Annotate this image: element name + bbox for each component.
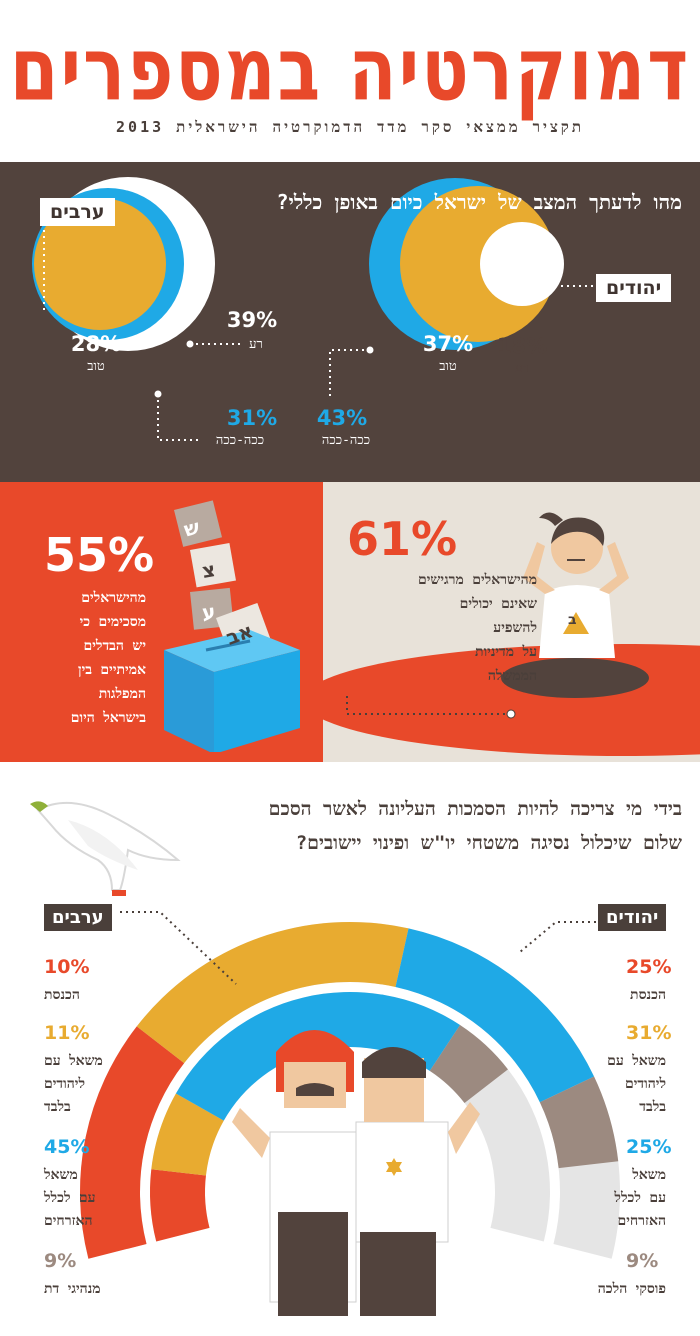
arabs-tag: ערבים	[40, 198, 115, 226]
jews-arc-segment-1	[136, 922, 409, 1064]
jews-all-ref-label: משאל עם לכלל האזרחים	[614, 1167, 666, 1229]
parties-text: מהישראלים מסכימים כי יש הבדלים אמיתיים ב…	[70, 590, 146, 726]
authority-arcs	[79, 922, 621, 1259]
header: דמוקרטיה במספרים תקציר ממצאי סקר מדד הדמ…	[0, 0, 700, 162]
arabs-soso-pct: 31%	[226, 406, 278, 430]
jews-arc-segment-3	[539, 1076, 619, 1169]
parties-difference-panel: 55% מהישראלים מסכימים כי יש הבדלים אמיתי…	[0, 482, 323, 762]
jews-soso-pct: 43%	[316, 406, 368, 430]
arabs-good-pct: 28%	[70, 332, 122, 356]
arabs-bad-pct: 39%	[226, 308, 278, 332]
jews-arc-leader	[519, 921, 596, 953]
arabs-jews-ref-label: משאל עם ליהודים בלבד	[44, 1053, 103, 1115]
jews-good-pct: 37%	[422, 332, 474, 356]
meditating-woman-illustration	[323, 512, 700, 756]
arabs-arc-leader	[120, 911, 237, 985]
influence-panel: 61% מהישראלים מרגישים שאינם יכולים להשפי…	[323, 482, 700, 762]
jews-jews-ref-pct: 31%	[626, 1022, 672, 1044]
jews-arc-segment-2	[395, 928, 595, 1103]
jews-jews-ref-label: משאל עם ליהודים בלבד	[607, 1053, 666, 1115]
arabs-jews-ref-pct: 11%	[44, 1022, 90, 1044]
peace-question: בידי מי צריכה להיות הסמכות העליונה לאשר …	[268, 798, 682, 854]
arabs-religious-label: מנהיגי דת	[44, 1281, 101, 1297]
arabs-good-label: טוב	[87, 359, 105, 374]
parties-pct: 55%	[44, 528, 155, 582]
state-circles-chart	[32, 177, 595, 441]
jews-religious-pct: 9%	[626, 1250, 659, 1272]
jews-tag-2: יהודים	[598, 904, 667, 931]
page-title: דמוקרטיה במספרים	[9, 18, 691, 121]
arabs-arc-segment-2	[175, 992, 461, 1121]
peace-authority-section: בידי מי צריכה להיות הסמכות העליונה לאשר …	[0, 762, 700, 1336]
arabs-arc-segment-3	[429, 1024, 508, 1104]
jews-soso-label: ככה-ככה	[321, 433, 371, 448]
arabs-tag-2: ערבים	[44, 904, 112, 931]
jews-arc-segment-0	[79, 1026, 185, 1259]
jews-all-ref-pct: 25%	[626, 1136, 672, 1158]
arabs-all-ref-label: משאל עם לכלל האזרחים	[44, 1167, 96, 1229]
arabs-knesset-label: הכנסת	[44, 987, 80, 1003]
jews-bad-label: רע	[515, 361, 529, 376]
jews-tag: יהודים	[596, 274, 672, 302]
ballot-box-illustration	[164, 500, 300, 752]
arabs-arc-segment-1	[151, 1093, 224, 1176]
dove-illustration	[30, 801, 181, 896]
two-men-illustration	[232, 1030, 480, 1316]
arabs-arc-segment-0	[150, 1169, 210, 1242]
jews-bad-pct: 18%	[496, 334, 548, 358]
ballot-letter-3: ע	[200, 599, 217, 625]
page-subtitle: תקציר ממצאי סקר מדד הדמוקרטיה הישראלית 2…	[116, 118, 584, 136]
jews-knesset-label: הכנסת	[630, 987, 666, 1003]
jews-religious-label: פוסקי הלכה	[597, 1281, 666, 1297]
state-question: מהו לדעתך המצב של ישראל כיום באופן כללי?	[276, 190, 682, 214]
arabs-all-ref-pct: 45%	[44, 1136, 90, 1158]
authority-arcs-chart	[30, 801, 621, 1316]
arabs-religious-pct: 9%	[44, 1250, 77, 1272]
arabs-soso-leader	[157, 394, 198, 441]
jews-soso-leader	[329, 349, 370, 400]
state-of-israel-section: מהו לדעתך המצב של ישראל כיום באופן כללי?…	[0, 162, 700, 482]
jews-good-label: טוב	[439, 359, 457, 374]
arabs-soso-label: ככה-ככה	[215, 433, 265, 448]
influence-text: מהישראלים מרגישים שאינם יכולים להשפיע על…	[418, 572, 537, 684]
arabs-knesset-pct: 10%	[44, 956, 90, 978]
jews-bad-circle	[480, 222, 564, 306]
arabs-bad-label: רע	[249, 337, 263, 352]
arabs-good-circle	[34, 198, 166, 330]
shirt-letter: ב	[568, 612, 577, 628]
influence-pct: 61%	[347, 512, 458, 566]
jews-knesset-pct: 25%	[626, 956, 672, 978]
